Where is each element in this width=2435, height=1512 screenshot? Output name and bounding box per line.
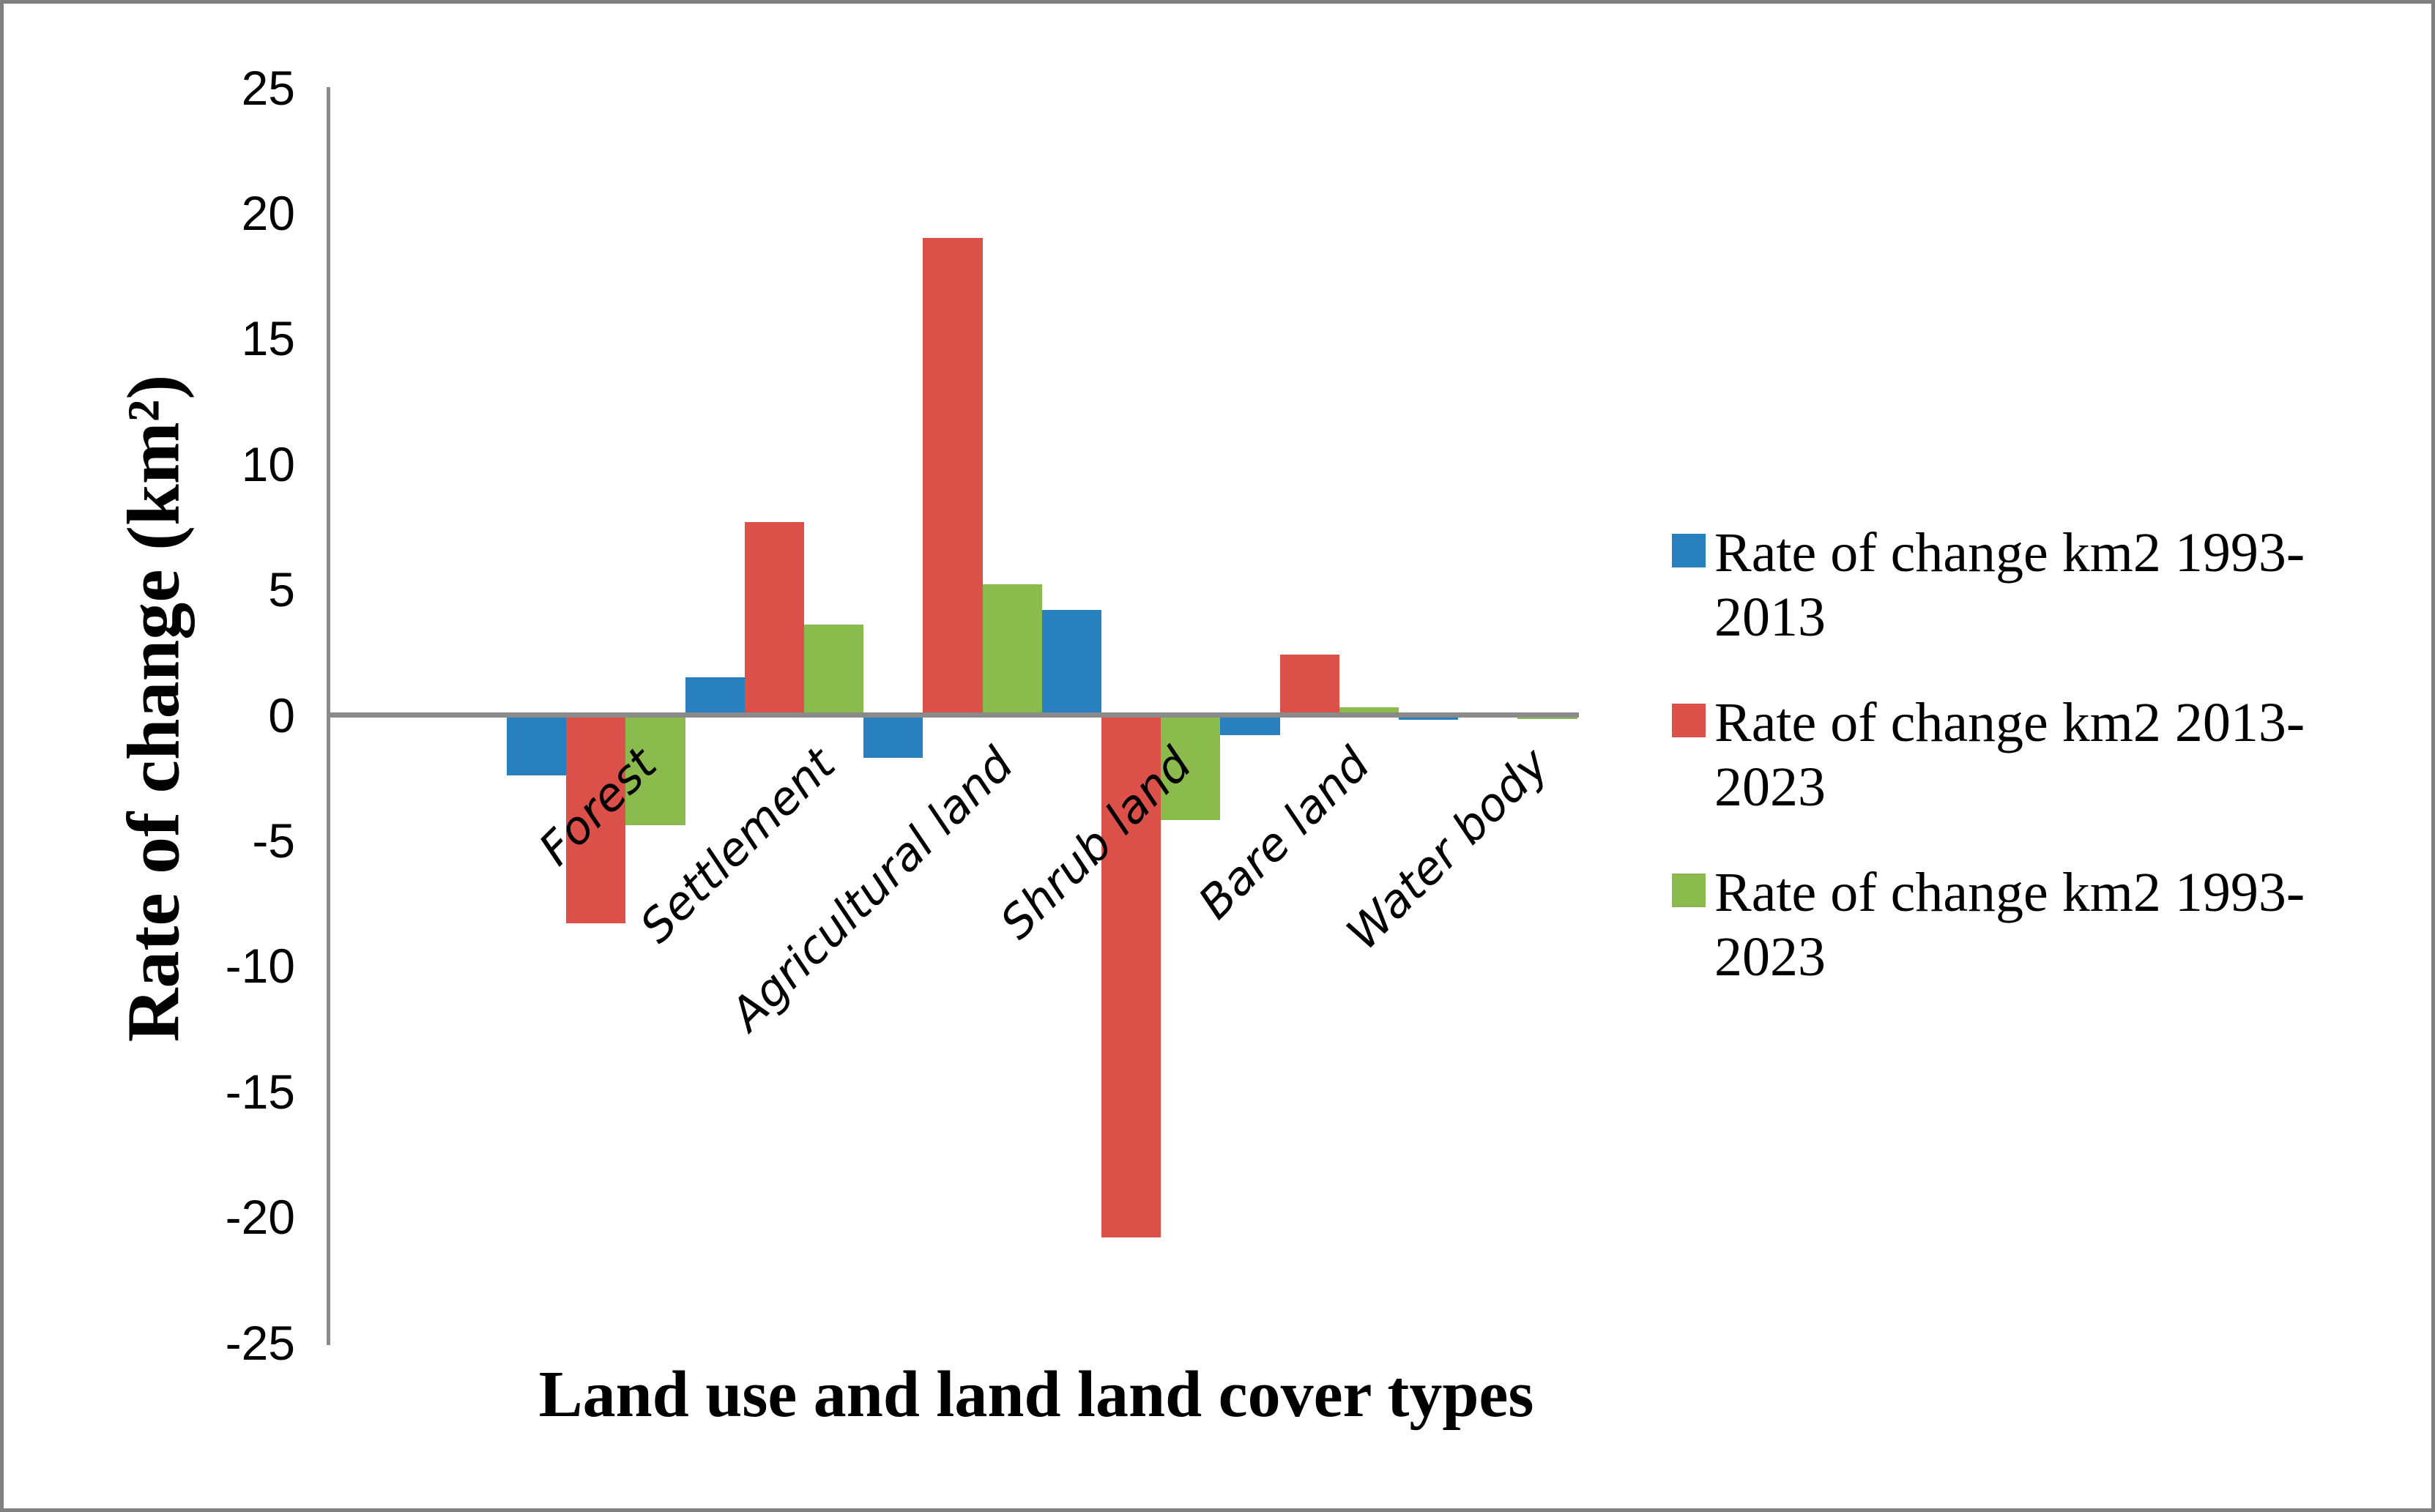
legend-label-line2: 2013 [1714,586,1826,648]
legend-swatch-blue-icon [1672,534,1706,567]
y-tick-label--25: -25 [225,1315,295,1370]
legend-swatch-green-icon [1672,874,1706,907]
y-tick-label--5: -5 [252,813,295,868]
legend-label-line2: 2023 [1714,756,1826,818]
bar-1993-2013-bare-land [1220,715,1280,735]
legend-label-line2: 2023 [1714,926,1826,988]
x-axis-title: Land use and land land cover types [538,1358,1534,1431]
bar-2013-2023-shrub-land [1101,715,1161,1237]
y-tick-label-5: 5 [268,562,295,617]
y-tick-label-15: 15 [241,311,295,366]
legend-entry-1993-2013: Rate of change km2 1993- 2013 [1672,521,2419,649]
bar-1993-2013-settlement [685,677,745,715]
x-axis-zero-line [327,712,1579,718]
y-tick-label--10: -10 [225,939,295,994]
bar-1993-2023-bare-land [1339,707,1399,715]
bar-1993-2023-agricultural-land [982,584,1042,715]
y-tick-label-0: 0 [268,688,295,742]
legend-label: Rate of change km2 1993- 2023 [1714,860,2305,989]
y-tick-label-25: 25 [241,60,295,115]
legend-label-line1: Rate of change km2 1993- [1714,862,2305,923]
legend-label: Rate of change km2 1993- 2013 [1714,521,2305,649]
bar-1993-2013-agricultural-land [863,715,923,758]
legend: Rate of change km2 1993- 2013 Rate of ch… [1672,521,2419,1030]
bar-1993-2013-forest [507,715,567,775]
y-tick-label-20: 20 [241,185,295,240]
bar-1993-2013-shrub-land [1041,609,1101,715]
bar-2013-2023-agricultural-land [923,238,983,715]
bar-2013-2023-settlement [744,521,804,715]
legend-label-line1: Rate of change km2 1993- [1714,522,2305,584]
x-category-label-shrub-land: Shrub land [989,737,1202,950]
y-tick-label--15: -15 [225,1064,295,1119]
legend-entry-1993-2023: Rate of change km2 1993- 2023 [1672,860,2419,989]
legend-entry-2013-2023: Rate of change km2 2013- 2023 [1672,690,2419,819]
bar-2013-2023-bare-land [1279,655,1339,715]
bar-1993-2023-forest [625,715,685,826]
legend-swatch-red-icon [1672,704,1706,737]
bar-1993-2023-settlement [804,625,864,715]
bar-2013-2023-forest [566,715,626,924]
bar-1993-2023-shrub-land [1161,715,1221,821]
legend-label-line1: Rate of change km2 2013- [1714,692,2305,753]
legend-label: Rate of change km2 2013- 2023 [1714,690,2305,819]
y-tick-label-10: 10 [241,436,295,491]
y-tick-label--20: -20 [225,1190,295,1245]
